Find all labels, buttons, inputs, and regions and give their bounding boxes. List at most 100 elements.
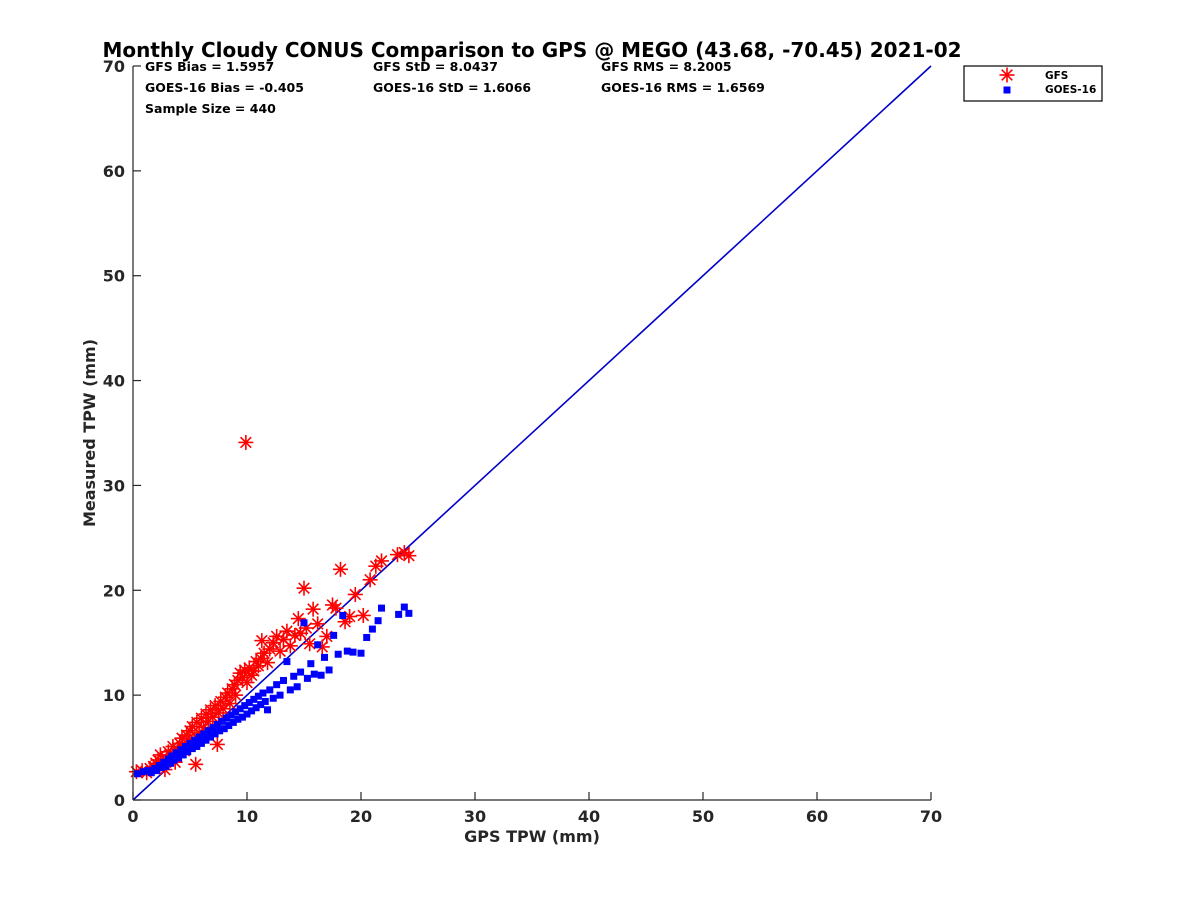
goes16-point [250, 695, 258, 703]
goes16-point [266, 686, 274, 694]
goes16-point [195, 733, 203, 741]
legend-goes16-square [1003, 86, 1011, 94]
goes16-point [139, 768, 147, 776]
legend-gfs-label: GFS [1045, 70, 1068, 82]
goes16-point [175, 754, 183, 762]
plot-area: 0 10 20 30 40 50 60 70 0 10 20 30 40 50 60 70 [103, 57, 942, 826]
stat-gfs-bias: GFS Bias = 1.5957 [145, 59, 274, 74]
goes16-point [179, 751, 187, 759]
goes16-point [193, 743, 201, 751]
goes16-point [218, 717, 226, 725]
goes16-point [297, 668, 305, 676]
stats-block: GFS Bias = 1.5957 GFS StD = 8.0437 GFS R… [145, 59, 765, 116]
goes16-point [286, 686, 294, 694]
goes16-point [147, 769, 155, 777]
goes16-point [300, 619, 308, 627]
goes16-point [158, 763, 165, 771]
goes16-point [279, 676, 287, 684]
goes16-point [234, 715, 242, 723]
goes16-point [400, 603, 408, 611]
legend-gfs-marker [999, 67, 1015, 83]
goes16-point [349, 648, 357, 656]
gfs-point [362, 572, 378, 588]
goes16-point [317, 671, 325, 679]
goes16-point [243, 710, 251, 718]
axes: 0 10 20 30 40 50 60 70 0 10 20 30 40 50 60 70 [103, 57, 942, 826]
goes16-point [330, 631, 338, 639]
stat-goes-bias: GOES-16 Bias = -0.405 [145, 80, 304, 95]
x-tick-label: 30 [464, 807, 486, 826]
goes16-point [405, 609, 413, 617]
y-tick-label: 10 [103, 686, 125, 705]
legend-goes16-marker [1003, 86, 1011, 94]
goes16-point [200, 730, 208, 738]
x-axis-label: GPS TPW (mm) [464, 827, 600, 846]
goes16-point [170, 756, 178, 764]
goes16-point [211, 730, 219, 738]
goes16-point [216, 727, 224, 735]
goes16-point [172, 749, 180, 757]
gfs-point [374, 553, 390, 569]
y-tick-label: 50 [103, 267, 125, 286]
legend-goes16-label: GOES-16 [1045, 84, 1096, 96]
stat-gfs-rms: GFS RMS = 8.2005 [601, 59, 732, 74]
stat-gfs-std: GFS StD = 8.0437 [373, 59, 498, 74]
goes16-point [339, 611, 347, 619]
x-tick-label: 0 [127, 807, 138, 826]
goes16-point [314, 641, 322, 649]
goes16-point [374, 617, 382, 625]
goes16-point [325, 666, 333, 674]
goes16-point [343, 647, 351, 655]
goes16-point [213, 721, 221, 729]
gfs-point [222, 696, 238, 712]
goes16-point [293, 683, 301, 691]
x-tick-label: 10 [236, 807, 258, 826]
goes16-point [153, 767, 161, 775]
goes16-point [264, 706, 272, 714]
goes16-point [269, 694, 277, 702]
goes16-point [177, 746, 185, 754]
goes16-point [290, 672, 298, 680]
y-axis-label: Measured TPW (mm) [80, 339, 99, 527]
y-tick-label: 20 [103, 581, 125, 600]
stat-sample-size: Sample Size = 440 [145, 101, 276, 116]
goes16-point [276, 691, 284, 699]
goes16-point [232, 708, 240, 716]
goes16-point [395, 610, 403, 618]
goes16-point [227, 711, 235, 719]
goes16-point [248, 707, 256, 715]
goes16-point [334, 650, 342, 658]
gfs-point [279, 623, 295, 639]
legend: GFS GOES-16 [963, 65, 1103, 102]
goes16-point [307, 660, 315, 668]
goes16-point [229, 718, 237, 726]
gfs-point [209, 736, 225, 752]
goes16-point [162, 762, 170, 770]
gfs-point [260, 655, 276, 671]
goes16-point [186, 739, 194, 747]
goes16-point [357, 649, 365, 657]
goes16-point [184, 748, 192, 756]
goes16-point [257, 701, 265, 709]
stat-goes-rms: GOES-16 RMS = 1.6569 [601, 80, 765, 95]
goes16-point [254, 692, 262, 700]
y-tick-label: 60 [103, 162, 125, 181]
gfs-point [310, 616, 326, 632]
gfs-point [188, 756, 204, 772]
legend-gfs-asterisk [999, 67, 1015, 83]
gfs-point [332, 561, 348, 577]
stat-goes-std: GOES-16 StD = 1.6066 [373, 80, 531, 95]
goes16-point [222, 714, 230, 722]
goes16-point [310, 670, 318, 678]
goes16-series [134, 603, 413, 778]
goes16-point [207, 733, 215, 741]
goes16-point [238, 713, 246, 721]
goes16-point [168, 752, 176, 760]
goes16-point [204, 727, 212, 735]
y-tick-label: 70 [103, 57, 125, 76]
goes16-point [321, 653, 329, 661]
gfs-point [347, 586, 363, 602]
goes16-point [181, 743, 189, 751]
x-tick-label: 50 [692, 807, 714, 826]
